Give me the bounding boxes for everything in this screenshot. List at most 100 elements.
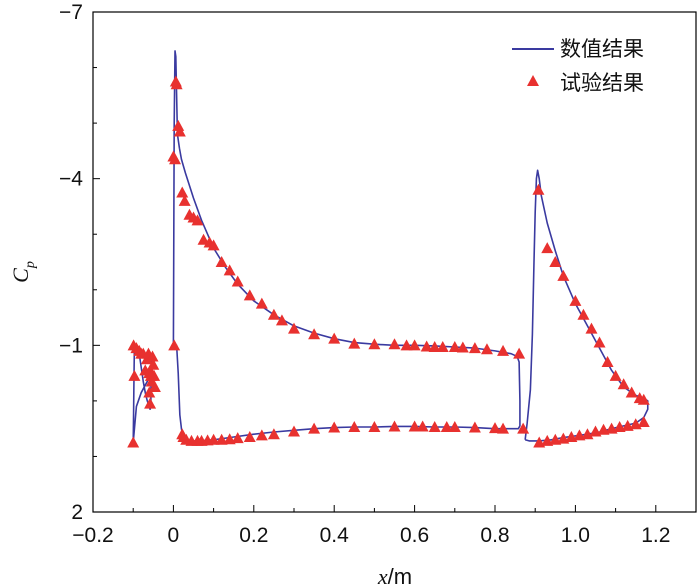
x-tick-label: 0 [168,524,180,547]
experiment-point [308,422,321,434]
experiment-point [267,308,280,320]
experiment-point [140,353,153,365]
y-tick-label: −4 [59,168,83,191]
experiment-point [593,336,606,348]
experiment-point [147,358,160,370]
experiment-point [416,420,429,432]
legend-label-numeric: 数值结果 [560,37,644,61]
experiment-point [541,242,554,254]
experiment-point [148,381,161,392]
experiment-point [557,269,570,281]
experiment-point [625,386,638,398]
experiment-point [448,421,461,432]
experiment-point [497,344,510,356]
experiment-point [577,308,590,320]
experiment-point [168,339,181,351]
experiment-point [191,214,204,226]
experiment-point [468,421,481,433]
experiment-point [176,428,189,440]
experiment-point [617,378,630,390]
scatter-series-group [127,75,650,448]
x-axis-label: x/m [377,564,412,588]
experiment-point [173,125,186,137]
experiment-point [128,369,141,381]
experiment-point [456,341,469,353]
x-tick-label: 1.2 [641,524,670,547]
experiment-point [308,328,321,340]
experiment-point [480,343,493,355]
experiment-point [388,420,401,432]
experiment-point [176,186,189,198]
experiment-point [428,421,441,432]
plot-frame [92,11,697,513]
experiment-point [428,341,441,352]
experiment-point [601,356,614,367]
experiment-point [637,393,650,405]
x-tick-label: 0.6 [400,524,429,547]
experiment-point [440,421,453,432]
x-tick-label: 0.8 [480,524,509,547]
experiment-point [255,429,268,441]
experiment-point [223,433,236,445]
tick-group [92,11,697,513]
x-tick-label: 1.0 [561,524,590,547]
experiment-point [569,294,582,306]
experiment-point [436,341,449,352]
experiment-point [197,233,210,245]
experiment-point [408,339,421,351]
experiment-point [144,397,157,409]
x-axis-label-var: x [377,564,388,588]
experiment-point [513,347,526,359]
experiment-point [368,338,381,350]
experiment-point [231,432,244,444]
y-tick-label: −1 [59,334,83,357]
y-tick-label: −7 [59,1,83,24]
experiment-point [169,153,182,165]
experiment-point [468,342,481,354]
legend-label-experiment: 试验结果 [560,71,644,95]
y-axis-label-var: C [8,268,33,283]
experiment-point [348,421,361,432]
experiment-point [215,433,228,445]
numeric-result-line [172,50,521,442]
experiment-point [267,428,280,440]
experiment-point [231,275,244,287]
experiment-point [348,337,361,349]
experiment-point [328,421,341,433]
experiment-point [143,386,156,398]
experiment-point [215,256,228,267]
experiment-point [497,422,510,434]
experiment-point [275,314,288,326]
experiment-point [223,264,236,276]
experiment-point [288,322,300,334]
experiment-point [146,350,159,362]
experiment-point [148,369,161,381]
experiment-point [581,428,594,440]
experiment-point [207,239,220,251]
experiment-point [517,422,530,434]
experiment-point [255,297,268,309]
experiment-point [585,322,598,334]
y-axis-label: Cp [8,261,38,283]
experiment-point [400,339,413,351]
experiment-point [420,340,433,352]
experiment-point [408,420,421,432]
numeric-result-line [524,169,649,442]
y-axis-label-subscript: p [23,261,38,269]
experiment-point [288,425,300,437]
experiment-point [178,194,191,206]
experiment-point [609,369,622,381]
tick-label-group: −0.2 0 0.2 0.4 0.6 0.8 1.0 1.2 −7 −4 −1 2 [59,1,670,547]
experiment-point [637,416,650,427]
experiment-point [328,332,341,344]
experiment-point [243,289,256,301]
legend-triangle-swatch [527,75,539,86]
experiment-point [368,421,381,432]
y-tick-label: 2 [71,501,83,524]
experiment-point [243,431,256,442]
experiment-point [448,341,461,352]
legend: 数值结果 试验结果 [512,37,644,95]
experiment-point [549,256,562,267]
x-axis-label-unit: /m [388,564,412,588]
